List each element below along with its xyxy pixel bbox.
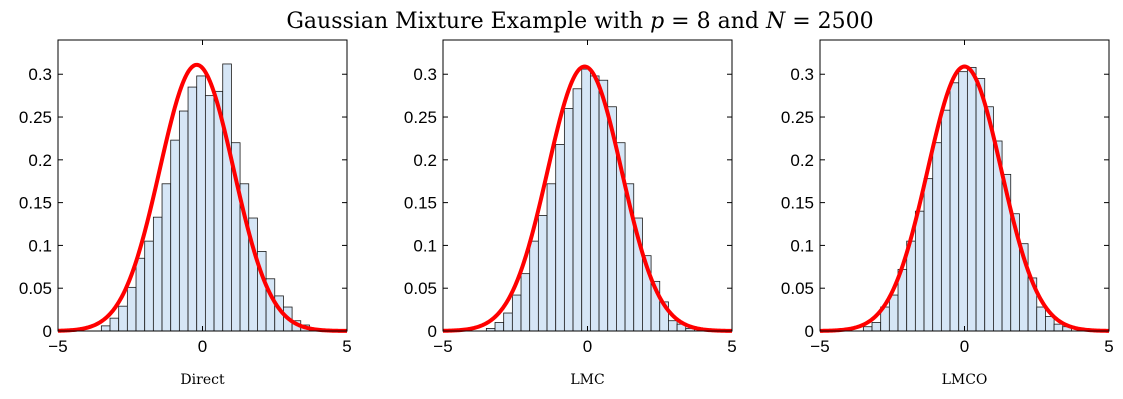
y-tick-label: 0.05 <box>19 279 52 298</box>
histogram-bar <box>949 82 960 332</box>
y-tick-label: 0.2 <box>413 151 437 170</box>
y-tick-label: 0.1 <box>413 236 437 255</box>
histogram-bar <box>196 75 206 332</box>
y-tick-label: 0.15 <box>19 194 52 213</box>
y-tick-label: 0.25 <box>19 108 52 127</box>
plot-frame <box>442 39 733 332</box>
histogram-bar <box>966 66 977 332</box>
x-tick-label: 5 <box>342 337 351 356</box>
histogram-bar <box>914 210 925 332</box>
y-tick-label: 0 <box>43 322 52 341</box>
histogram-bar <box>546 183 557 332</box>
histogram-bar <box>503 312 513 332</box>
x-tick-label: −5 <box>810 337 829 356</box>
x-tick-label: −5 <box>48 337 67 356</box>
x-axis-label: LMCO <box>942 372 988 388</box>
histogram-bar <box>862 326 873 332</box>
histogram-bar <box>152 216 163 332</box>
histogram-bar <box>529 240 539 332</box>
y-tick-label: 0.1 <box>28 236 52 255</box>
x-tick-label: −5 <box>433 337 452 356</box>
y-tick-label: 0.3 <box>413 65 437 84</box>
title-n-variable: N <box>765 9 786 34</box>
histogram-bar <box>1036 306 1046 332</box>
plot-frame <box>57 39 348 332</box>
histogram-bar <box>871 322 882 332</box>
histogram-bar <box>135 257 146 332</box>
histogram-bar <box>213 90 224 332</box>
density-curve <box>442 64 733 333</box>
plot-frame <box>819 39 1110 332</box>
figure-title: Gaussian Mixture Example with p = 8 and … <box>286 9 873 34</box>
histogram-bar <box>537 215 548 332</box>
histogram-bar <box>222 63 232 332</box>
x-tick-label: 5 <box>727 337 736 356</box>
title-p-equals: = 8 and <box>664 9 766 34</box>
histogram-bar <box>975 78 986 332</box>
histogram-bar <box>932 142 942 332</box>
density-curve <box>819 64 1110 333</box>
x-tick-label: 5 <box>1104 337 1113 356</box>
x-tick-label: 0 <box>583 337 592 356</box>
title-p-variable: p <box>650 9 664 34</box>
histogram-bar <box>520 273 531 332</box>
histogram-bar <box>161 183 172 332</box>
histogram-bar <box>126 286 137 332</box>
histogram-bar <box>668 320 678 332</box>
histogram-bar <box>563 108 574 332</box>
y-tick-label: 0.05 <box>781 279 814 298</box>
y-tick-label: 0.3 <box>790 65 814 84</box>
panels: 00.050.10.150.20.250.3−5 0 5Direct00.050.1… <box>19 39 1114 388</box>
histogram-bar <box>589 75 600 332</box>
histogram-bar <box>204 95 215 332</box>
histogram-bar <box>1045 316 1055 332</box>
y-tick-label: 0.05 <box>404 279 437 298</box>
y-tick-label: 0 <box>428 322 437 341</box>
y-tick-label: 0.15 <box>781 194 814 213</box>
title-prefix: Gaussian Mixture Example with <box>286 9 650 34</box>
histogram-bar <box>958 71 968 332</box>
histogram-bar <box>170 139 180 332</box>
y-tick-label: 0.25 <box>781 108 814 127</box>
y-tick-label: 0.25 <box>404 108 437 127</box>
x-tick-label: 0 <box>198 337 207 356</box>
histogram-bar <box>511 294 522 332</box>
y-tick-label: 0.2 <box>790 151 814 170</box>
histogram-bar <box>598 79 609 332</box>
histogram-bar <box>888 294 899 332</box>
y-tick-label: 0 <box>805 322 814 341</box>
histogram-bar <box>572 88 583 332</box>
histogram-bar <box>923 178 934 332</box>
histogram-bar <box>940 109 951 332</box>
y-tick-label: 0.15 <box>404 194 437 213</box>
x-tick-label: 0 <box>960 337 969 356</box>
histogram-bar <box>178 110 189 332</box>
y-tick-label: 0.1 <box>790 236 814 255</box>
title-n-equals: = 2500 <box>785 9 873 34</box>
histogram-bar <box>494 322 505 332</box>
y-tick-label: 0.3 <box>28 65 52 84</box>
histogram-bar <box>109 317 120 332</box>
density-curve <box>57 62 348 333</box>
histogram-bar <box>100 325 111 332</box>
histogram-bar <box>581 68 591 332</box>
y-tick-label: 0.2 <box>28 151 52 170</box>
histogram-bar <box>144 240 154 332</box>
histogram-bar <box>187 86 198 332</box>
histogram-bar <box>555 144 565 332</box>
histogram-bar <box>118 305 128 332</box>
histogram-bar <box>1053 323 1064 332</box>
x-axis-label: Direct <box>180 372 225 388</box>
x-axis-label: LMC <box>570 372 604 388</box>
histogram-bar <box>984 106 994 332</box>
